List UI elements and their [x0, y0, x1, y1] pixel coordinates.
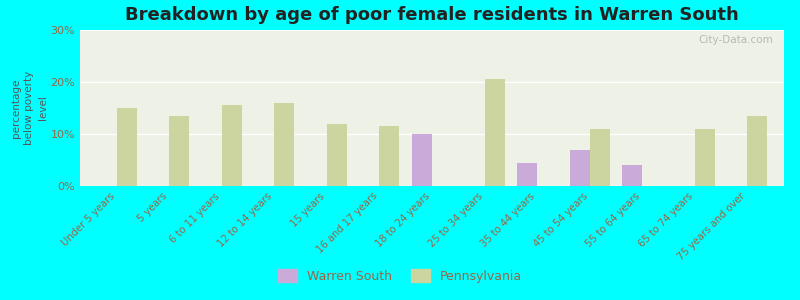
- Title: Breakdown by age of poor female residents in Warren South: Breakdown by age of poor female resident…: [125, 6, 739, 24]
- Bar: [274, 103, 294, 186]
- Bar: [327, 124, 347, 186]
- Bar: [517, 163, 537, 186]
- Y-axis label: percentage
below poverty
level: percentage below poverty level: [11, 71, 48, 145]
- Bar: [117, 108, 137, 186]
- Bar: [379, 126, 399, 186]
- Text: City-Data.com: City-Data.com: [698, 35, 774, 45]
- Bar: [222, 105, 242, 186]
- Bar: [747, 116, 767, 186]
- Bar: [412, 134, 432, 186]
- Bar: [622, 165, 642, 186]
- Bar: [590, 129, 610, 186]
- Legend: Warren South, Pennsylvania: Warren South, Pennsylvania: [274, 264, 526, 288]
- Bar: [485, 80, 505, 186]
- Bar: [570, 150, 590, 186]
- Bar: [170, 116, 190, 186]
- Bar: [694, 129, 714, 186]
